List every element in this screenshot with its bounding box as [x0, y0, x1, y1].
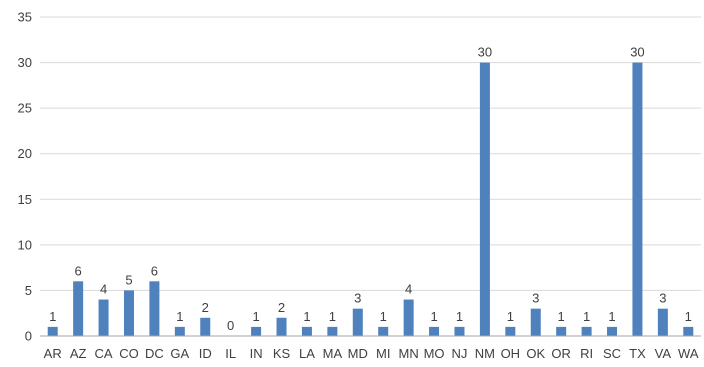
bar-ca: [98, 299, 109, 336]
data-label-wa: 1: [685, 309, 692, 324]
data-label-ks: 2: [278, 300, 285, 315]
y-tick-label: 35: [18, 10, 32, 25]
x-tick-label-ga: GA: [170, 346, 189, 361]
x-tick-label-nm: NM: [475, 346, 495, 361]
bar-tx: [632, 62, 643, 336]
bar-ok: [530, 308, 541, 336]
bar-oh: [505, 326, 516, 336]
x-tick-label-mn: MN: [399, 346, 419, 361]
x-tick-label-co: CO: [119, 346, 139, 361]
bar-ks: [276, 317, 287, 336]
data-label-ga: 1: [176, 309, 183, 324]
x-tick-label-or: OR: [551, 346, 571, 361]
data-label-ok: 3: [532, 291, 539, 306]
data-label-il: 0: [227, 318, 234, 333]
data-label-mo: 1: [430, 309, 437, 324]
x-tick-label-la: LA: [299, 346, 315, 361]
bar-la: [301, 326, 312, 336]
x-tick-label-wa: WA: [678, 346, 699, 361]
y-tick-label: 30: [18, 55, 32, 70]
y-axis-tick-labels: 0 5 10 15 20 25 30 35: [18, 10, 32, 344]
y-tick-label: 5: [25, 283, 32, 298]
data-label-nm: 30: [478, 45, 492, 60]
data-labels: 1 6 4 5 6 1 2 0 1 2 1 1 3 1 4 1 1 30 1 3 1 1 1 30 3 1: [49, 45, 692, 333]
x-tick-label-ok: OK: [526, 346, 545, 361]
data-label-co: 5: [125, 272, 132, 287]
x-tick-label-dc: DC: [145, 346, 164, 361]
data-label-ca: 4: [100, 282, 107, 297]
bar-ma: [327, 326, 338, 336]
bar-sc: [607, 326, 618, 336]
x-tick-label-ks: KS: [273, 346, 291, 361]
x-tick-label-ma: MA: [323, 346, 343, 361]
bar-mi: [378, 326, 389, 336]
bar-ri: [581, 326, 592, 336]
data-label-sc: 1: [608, 309, 615, 324]
bar-mn: [403, 299, 414, 336]
bar-ga: [174, 326, 185, 336]
x-axis-category-labels: AR AZ CA CO DC GA ID IL IN KS LA MA MD MI MN MO NJ NM OH OK…: [44, 346, 699, 361]
data-label-dc: 6: [151, 263, 158, 278]
x-tick-label-oh: OH: [501, 346, 521, 361]
data-label-mi: 1: [380, 309, 387, 324]
x-tick-label-ar: AR: [44, 346, 62, 361]
data-label-tx: 30: [630, 45, 644, 60]
data-label-az: 6: [75, 263, 82, 278]
bar-co: [123, 290, 134, 336]
x-tick-label-az: AZ: [70, 346, 87, 361]
bar-nm: [479, 62, 490, 336]
gridlines: [40, 16, 701, 291]
bar-az: [73, 281, 84, 336]
x-tick-label-sc: SC: [603, 346, 621, 361]
bar-id: [200, 317, 211, 336]
y-tick-label: 20: [18, 146, 32, 161]
bar-dc: [149, 281, 160, 336]
data-label-md: 3: [354, 291, 361, 306]
data-label-in: 1: [252, 309, 259, 324]
data-label-mn: 4: [405, 282, 412, 297]
x-tick-label-md: MD: [348, 346, 368, 361]
y-tick-label: 15: [18, 192, 32, 207]
data-label-oh: 1: [507, 309, 514, 324]
x-tick-label-mi: MI: [376, 346, 390, 361]
x-tick-label-tx: TX: [629, 346, 646, 361]
x-tick-label-va: VA: [655, 346, 672, 361]
data-label-ri: 1: [583, 309, 590, 324]
x-tick-label-mo: MO: [424, 346, 445, 361]
bar-md: [352, 308, 363, 336]
bars: [47, 62, 694, 336]
x-tick-label-il: IL: [225, 346, 236, 361]
data-label-va: 3: [659, 291, 666, 306]
bar-or: [556, 326, 567, 336]
y-tick-label: 0: [25, 329, 32, 344]
data-label-id: 2: [202, 300, 209, 315]
bar-mo: [429, 326, 440, 336]
data-label-nj: 1: [456, 309, 463, 324]
x-tick-label-id: ID: [199, 346, 212, 361]
x-tick-label-nj: NJ: [452, 346, 468, 361]
bar-wa: [683, 326, 694, 336]
bar-ar: [47, 326, 58, 336]
x-tick-label-ca: CA: [95, 346, 113, 361]
data-label-la: 1: [303, 309, 310, 324]
bar-va: [657, 308, 668, 336]
x-tick-label-in: IN: [250, 346, 263, 361]
data-label-ma: 1: [329, 309, 336, 324]
data-label-or: 1: [558, 309, 565, 324]
bar-in: [251, 326, 262, 336]
y-tick-label: 25: [18, 101, 32, 116]
x-tick-label-ri: RI: [580, 346, 593, 361]
y-tick-label: 10: [18, 237, 32, 252]
data-label-ar: 1: [49, 309, 56, 324]
bar-nj: [454, 326, 465, 336]
